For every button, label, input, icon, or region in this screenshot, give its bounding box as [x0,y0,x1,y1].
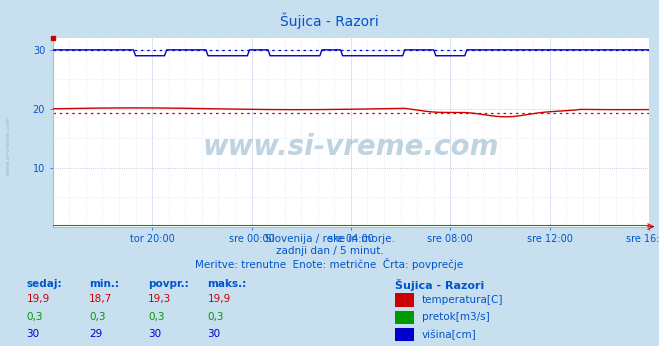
Text: temperatura[C]: temperatura[C] [422,295,503,305]
Text: pretok[m3/s]: pretok[m3/s] [422,312,490,322]
Text: višina[cm]: višina[cm] [422,329,476,340]
Text: 30: 30 [208,329,221,339]
Text: 18,7: 18,7 [89,294,112,304]
Text: 0,3: 0,3 [208,312,224,321]
Text: 19,9: 19,9 [26,294,49,304]
Text: 0,3: 0,3 [89,312,105,321]
Text: 0,3: 0,3 [148,312,165,321]
Text: 0,3: 0,3 [26,312,43,321]
Text: 19,3: 19,3 [148,294,171,304]
Text: min.:: min.: [89,279,119,289]
Text: 30: 30 [148,329,161,339]
Text: Šujica - Razori: Šujica - Razori [280,12,379,29]
Text: Meritve: trenutne  Enote: metrične  Črta: povprečje: Meritve: trenutne Enote: metrične Črta: … [195,258,464,270]
Text: 29: 29 [89,329,102,339]
Text: Slovenija / reke in morje.: Slovenija / reke in morje. [264,234,395,244]
Text: www.si-vreme.com: www.si-vreme.com [203,134,499,162]
Text: 30: 30 [26,329,40,339]
Text: Šujica - Razori: Šujica - Razori [395,279,484,291]
Text: www.si-vreme.com: www.si-vreme.com [5,116,11,175]
Text: 19,9: 19,9 [208,294,231,304]
Text: zadnji dan / 5 minut.: zadnji dan / 5 minut. [275,246,384,256]
Text: povpr.:: povpr.: [148,279,189,289]
Text: maks.:: maks.: [208,279,247,289]
Text: sedaj:: sedaj: [26,279,62,289]
